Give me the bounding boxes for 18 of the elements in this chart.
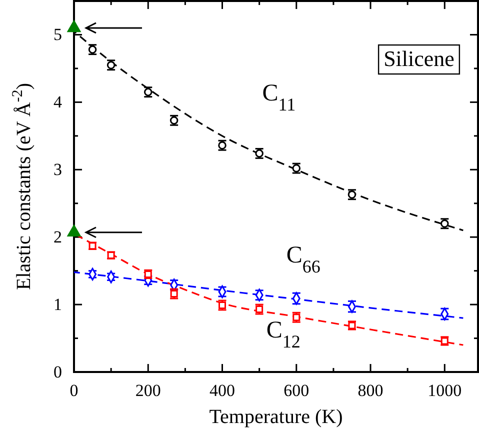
y-tick-label: 3 [54,160,62,180]
annotation: Silicene [384,46,454,71]
x-tick-label: 1000 [428,381,462,400]
x-tick-label: 200 [135,381,161,400]
y-tick-label: 2 [54,228,62,247]
x-tick-label: 600 [284,381,310,400]
x-tick-label: 400 [210,381,236,400]
x-axis-title: Temperature (K) [209,406,343,428]
y-tick-label: 0 [54,362,62,382]
series-label: C$_{11}$ [262,80,296,114]
x-tick-label: 800 [358,381,384,400]
y-tick-label: 1 [54,294,62,314]
y-tick-label: 5 [54,25,62,44]
y-tick-label: 4 [54,92,62,112]
series-label: C$_{66}$ [286,242,320,276]
series-label: C$_{12}$ [266,317,300,352]
line-series [73,271,464,319]
x-tick-label: 0 [70,381,78,400]
